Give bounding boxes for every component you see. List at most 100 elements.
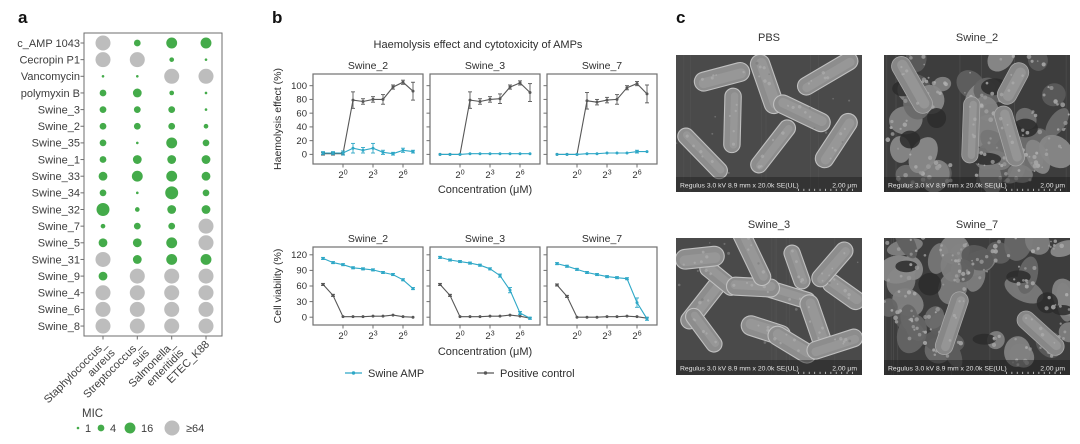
- scale-tick: [1006, 371, 1007, 374]
- scale-tick: [1054, 188, 1056, 191]
- svg-text:Swine_34: Swine_34: [32, 188, 80, 200]
- swine-amp-series: [438, 152, 532, 156]
- bacterium-rod: [693, 61, 751, 92]
- svg-text:Swine_3: Swine_3: [465, 233, 505, 245]
- svg-text:60: 60: [296, 108, 307, 119]
- svg-text:20: 20: [455, 170, 464, 182]
- sem-caption-bar: Regulus 3.0 kV 8.9 mm x 20.0k SE(UL) 2.00…: [676, 360, 862, 375]
- panel-c-label: c: [676, 8, 686, 27]
- svg-text:Swine_31: Swine_31: [32, 254, 80, 266]
- subplot-swine_3: Swine_3 20 23 26: [426, 233, 541, 343]
- svg-text:23: 23: [602, 331, 611, 343]
- scale-tick: [1027, 371, 1029, 374]
- svg-text:Swine_33: Swine_33: [32, 171, 80, 183]
- scale-tick: [798, 188, 799, 191]
- positive-control-series: [321, 282, 415, 319]
- sem-caption-scale: 2.00 μm: [832, 183, 857, 190]
- scale-tick: [852, 371, 853, 374]
- svg-text:23: 23: [485, 170, 494, 182]
- bacterium-rod: [767, 325, 817, 364]
- swine-amp-series: [555, 149, 649, 156]
- column-labels: Staphylococcus_aureusStreptococcus_suisS…: [42, 336, 212, 406]
- bacterium-rod: [677, 127, 728, 180]
- scale-tick: [1049, 371, 1051, 374]
- haemolysis-cytotoxicity-charts: Haemolysis effect and cytotoxicity of AM…: [272, 39, 658, 380]
- svg-text:Swine_5: Swine_5: [38, 238, 80, 250]
- bacterium-rod: [961, 96, 981, 164]
- scale-tick: [1060, 371, 1061, 374]
- bacterium-rod: [750, 119, 797, 174]
- svg-text:20: 20: [338, 170, 347, 182]
- scale-tick: [841, 371, 843, 374]
- scale-tick: [1038, 188, 1040, 191]
- sem-image-pbs: Regulus 3.0 kV 8.9 mm x 20.0k SE(UL) 2.00…: [676, 55, 862, 192]
- svg-text:MIC: MIC: [82, 408, 103, 420]
- sem-caption-bar: Regulus 3.0 kV 8.9 mm x 20.0k SE(UL) 2.00…: [884, 360, 1070, 375]
- scale-tick: [808, 371, 810, 374]
- scale-tick: [841, 188, 843, 191]
- bacterium-rod: [814, 112, 858, 169]
- svg-text:26: 26: [515, 331, 524, 343]
- svg-text:Swine_3: Swine_3: [465, 60, 505, 72]
- svg-text:20: 20: [338, 331, 347, 343]
- svg-text:20: 20: [572, 170, 581, 182]
- y-axis-label: Haemolysis effect (%): [272, 68, 284, 170]
- x-axis-label: Concentration (μM): [438, 184, 532, 196]
- sem-caption-bar: Regulus 3.0 kV 8.9 mm x 20.0k SE(UL) 2.00…: [676, 177, 862, 192]
- panel-b-label: b: [272, 8, 283, 27]
- x-axis-label: Concentration (μM): [438, 346, 532, 358]
- svg-text:0: 0: [302, 312, 307, 323]
- positive-control-series: [321, 79, 415, 156]
- subplot-swine_7: Swine_7 20 23 26: [543, 233, 658, 343]
- svg-text:26: 26: [632, 331, 641, 343]
- bacterium-rod: [725, 276, 781, 298]
- scale-tick: [1043, 371, 1045, 374]
- scale-tick: [1033, 371, 1034, 374]
- svg-text:Swine_35: Swine_35: [32, 138, 80, 150]
- mic-dots: [95, 35, 214, 334]
- svg-text:Swine_7: Swine_7: [582, 60, 622, 72]
- svg-text:Swine_1: Swine_1: [38, 154, 80, 166]
- svg-text:Vancomycin: Vancomycin: [21, 71, 80, 83]
- scale-tick: [825, 371, 826, 374]
- sem-title-swine2: Swine_2: [955, 32, 999, 44]
- svg-text:26: 26: [398, 170, 407, 182]
- svg-text:26: 26: [398, 331, 407, 343]
- scale-tick: [846, 371, 848, 374]
- svg-text:100: 100: [291, 81, 307, 92]
- svg-text:Cecropin P1: Cecropin P1: [19, 54, 80, 66]
- svg-text:0: 0: [302, 150, 307, 161]
- svg-text:Swine_6: Swine_6: [38, 304, 80, 316]
- panel-a-label: a: [18, 8, 28, 27]
- swine-amp-series: [555, 262, 649, 321]
- mic-legend: MIC 1 4 16 ≥64: [76, 408, 204, 436]
- scale-tick: [819, 371, 821, 374]
- svg-text:60: 60: [296, 281, 307, 292]
- scale-tick: [814, 371, 816, 374]
- scale-tick: [1038, 371, 1040, 374]
- sem-title-pbs: PBS: [757, 32, 780, 44]
- subplot-swine_7: Swine_7 20 23 26: [543, 60, 658, 182]
- scale-tick: [852, 188, 853, 191]
- sem-caption-left: Regulus 3.0 kV 8.9 mm x 20.0k SE(UL): [888, 366, 1007, 373]
- svg-text:30: 30: [296, 297, 307, 308]
- y-axis-label: Cell viability (%): [272, 249, 284, 324]
- svg-text:Positive control: Positive control: [500, 368, 575, 380]
- sem-title-swine3: Swine_3: [747, 219, 791, 231]
- bacterium-rod: [676, 245, 725, 270]
- svg-text:Swine_8: Swine_8: [38, 321, 80, 333]
- sem-caption-bar: Regulus 3.0 kV 8.9 mm x 20.0k SE(UL) 2.00…: [884, 177, 1070, 192]
- scale-tick: [803, 371, 805, 374]
- svg-text:16: 16: [141, 423, 153, 435]
- svg-text:4: 4: [110, 423, 116, 435]
- svg-text:Swine_2: Swine_2: [348, 60, 388, 72]
- svg-text:80: 80: [296, 95, 307, 106]
- svg-text:c_AMP 1043: c_AMP 1043: [17, 38, 80, 50]
- svg-text:40: 40: [296, 122, 307, 133]
- sem-caption-scale: 2.00 μm: [1040, 183, 1065, 190]
- positive-control-series: [555, 283, 649, 320]
- sem-caption-scale: 2.00 μm: [1040, 366, 1065, 373]
- scale-tick: [830, 188, 832, 191]
- scale-tick: [835, 188, 837, 191]
